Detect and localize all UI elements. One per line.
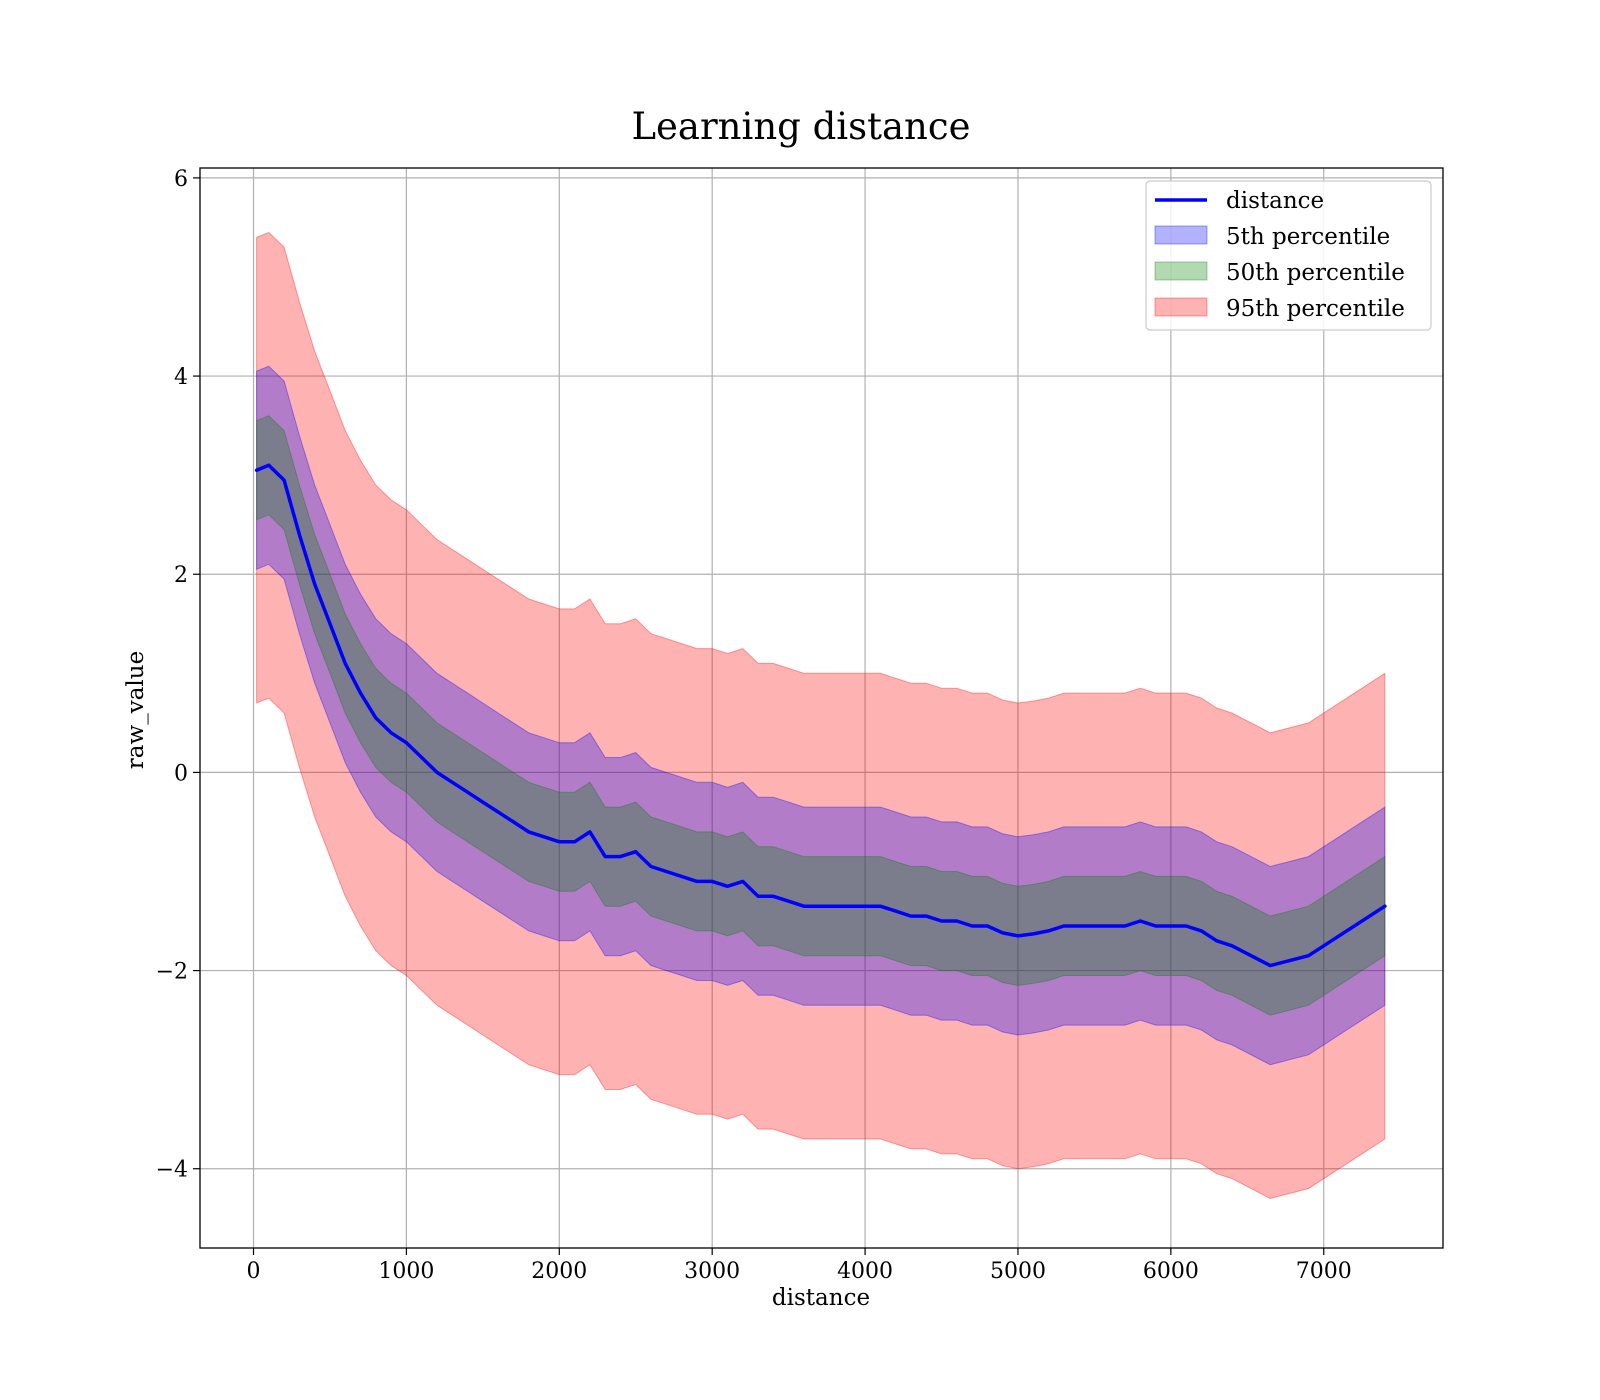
legend-50th-percentile-swatch [1154, 261, 1208, 281]
legend: distance 5th percentile 50th percentile … [1145, 180, 1432, 331]
x-tick-label: 6000 [1143, 1259, 1199, 1284]
series-line-distance [254, 463, 1387, 968]
y-tick-label: −2 [156, 960, 188, 985]
y-tick-label: 0 [174, 761, 188, 786]
legend-5th-percentile-label: 5th percentile [1226, 224, 1390, 250]
x-tick-label: 2000 [531, 1259, 587, 1284]
x-tick-label: 1000 [378, 1259, 434, 1284]
legend-95th-percentile-label: 95th percentile [1226, 296, 1405, 322]
legend-distance-label: distance [1226, 188, 1324, 214]
y-axis-label: raw_value [123, 651, 149, 769]
y-tick-label: −4 [156, 1158, 188, 1183]
y-tick-label: 2 [174, 563, 188, 588]
x-axis-label: distance [772, 1285, 870, 1311]
percentile-bands [256, 231, 1386, 1200]
band-95th-percentile [256, 231, 1386, 1200]
band-5th-percentile [256, 365, 1386, 1066]
legend-5th-percentile-swatch [1154, 225, 1208, 245]
plot-frame [199, 167, 1444, 1249]
chart-title: Learning distance [631, 105, 970, 148]
y-tick-label: 6 [174, 167, 188, 192]
legend-box [1145, 180, 1432, 331]
x-tick-label: 3000 [684, 1259, 740, 1284]
axis-ticks: 0 1000 2000 3000 4000 5000 6000 7000 −4 −2 0 2 4 6 [156, 167, 1352, 1284]
legend-95th-percentile-swatch [1154, 297, 1208, 317]
x-tick-label: 4000 [837, 1259, 893, 1284]
x-tick-label: 5000 [990, 1259, 1046, 1284]
band-50th-percentile [256, 415, 1386, 1016]
x-tick-label: 0 [247, 1259, 261, 1284]
grid [200, 168, 1443, 1248]
y-tick-label: 4 [174, 365, 188, 390]
legend-50th-percentile-label: 50th percentile [1226, 260, 1405, 286]
series-lines [254, 463, 1387, 968]
x-tick-label: 7000 [1296, 1259, 1352, 1284]
